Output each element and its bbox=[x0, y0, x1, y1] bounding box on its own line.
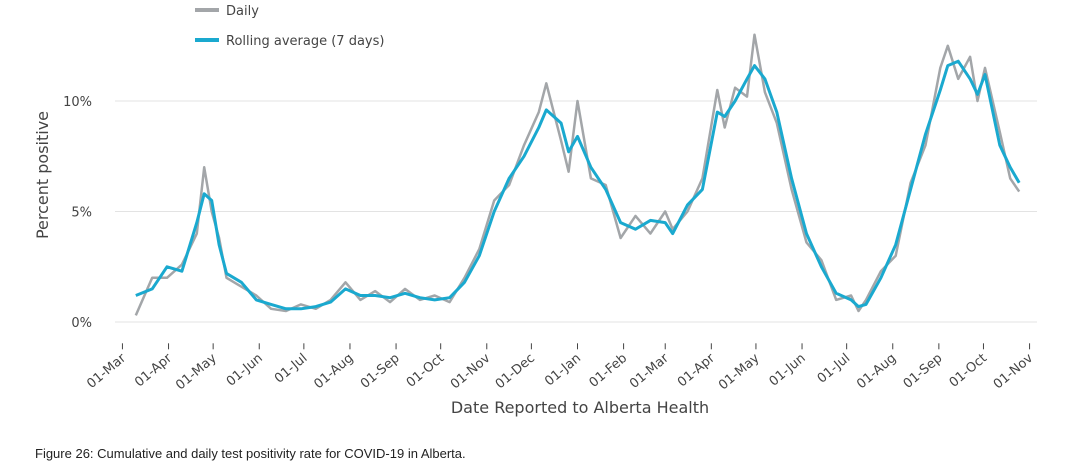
x-axis-title: Date Reported to Alberta Health bbox=[451, 398, 709, 417]
series-line bbox=[134, 33, 1021, 316]
x-tick-label: 01-May bbox=[716, 351, 763, 394]
x-tick-label: 01-Dec bbox=[493, 351, 538, 392]
x-tick-label: 01-Sep bbox=[358, 351, 403, 392]
legend-label: Daily bbox=[226, 4, 259, 19]
series-line bbox=[135, 59, 1021, 311]
x-tick-label: 01-May bbox=[173, 351, 220, 394]
x-tick-label: 01-Jun bbox=[767, 351, 809, 390]
x-tick-label: 01-Jan bbox=[542, 351, 584, 389]
x-tick-label: 01-Jun bbox=[224, 351, 266, 390]
y-tick-label: 0% bbox=[71, 316, 92, 331]
x-tick-label: 01-Aug bbox=[311, 351, 356, 392]
y-tick-label: 5% bbox=[71, 206, 92, 221]
x-tick-label: 01-Oct bbox=[404, 351, 447, 391]
x-tick-label: 01-Jul bbox=[272, 351, 310, 387]
x-tick-label: 01-Sep bbox=[901, 351, 946, 392]
y-axis-title: Percent positive bbox=[33, 111, 52, 239]
x-tick-label: 01-Feb bbox=[587, 351, 631, 391]
x-tick-label: 01-Oct bbox=[947, 351, 990, 391]
x-tick-label: 01-Jul bbox=[815, 351, 853, 387]
x-tick-label: 01-Nov bbox=[448, 351, 494, 393]
caption: Figure 26: Cumulative and daily test pos… bbox=[35, 446, 466, 461]
x-tick-label: 01-Aug bbox=[854, 351, 899, 392]
legend-label: Rolling average (7 days) bbox=[226, 34, 384, 49]
x-tick-label: 01-Apr bbox=[675, 350, 718, 390]
x-tick-label: 01-Apr bbox=[132, 350, 175, 390]
x-tick-label: 01-Mar bbox=[627, 350, 672, 391]
x-tick-label: 01-Mar bbox=[84, 350, 129, 391]
x-tick-label: 01-Nov bbox=[991, 351, 1037, 393]
y-tick-label: 10% bbox=[63, 95, 92, 110]
